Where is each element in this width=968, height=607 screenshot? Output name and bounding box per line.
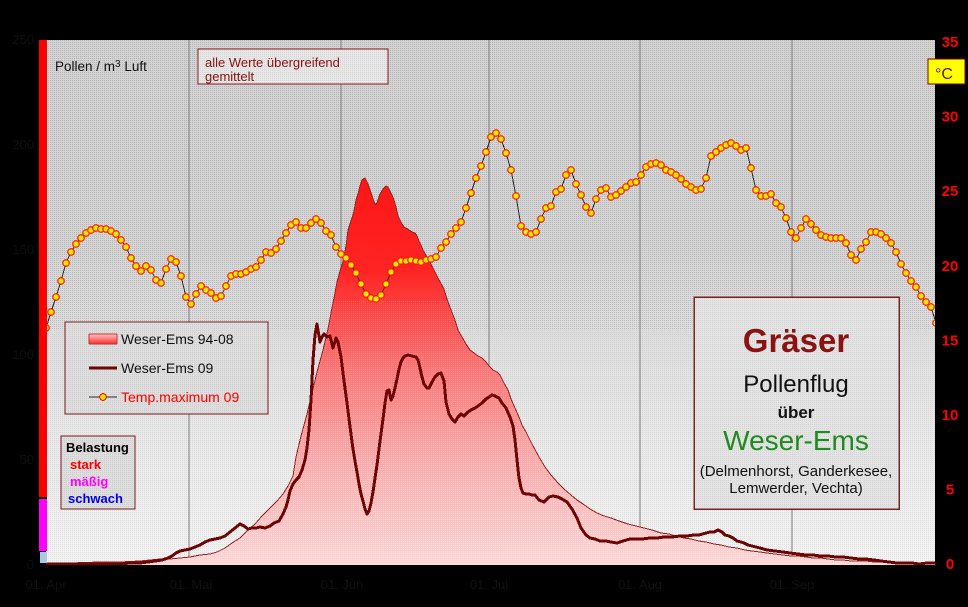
svg-text:schwach: schwach — [68, 491, 123, 506]
svg-text:0: 0 — [27, 557, 34, 572]
svg-text:35: 35 — [942, 34, 959, 51]
svg-text:100: 100 — [12, 347, 34, 362]
svg-text:Weser-Ems 94-08: Weser-Ems 94-08 — [121, 331, 234, 347]
svg-text:01. Mai: 01. Mai — [170, 577, 213, 592]
svg-text:(Delmenhorst, Ganderkesee,: (Delmenhorst, Ganderkesee, — [700, 463, 893, 480]
svg-text:15: 15 — [942, 332, 959, 349]
svg-text:Pollen / m3 Luft: Pollen / m3 Luft — [55, 59, 147, 74]
svg-text:5: 5 — [946, 482, 954, 499]
svg-text:25: 25 — [942, 183, 959, 200]
svg-text:10: 10 — [942, 407, 959, 424]
svg-text:stark: stark — [70, 457, 102, 472]
svg-text:01. Sep: 01. Sep — [770, 577, 815, 592]
svg-text:Temp.maximum 09: Temp.maximum 09 — [121, 389, 239, 405]
svg-text:01. Jun: 01. Jun — [321, 577, 364, 592]
svg-text:Weser-Ems 09: Weser-Ems 09 — [121, 360, 214, 376]
svg-text:30: 30 — [942, 109, 959, 126]
svg-text:Lemwerder, Vechta): Lemwerder, Vechta) — [729, 480, 862, 497]
svg-text:01. Aug: 01. Aug — [618, 577, 662, 592]
svg-text:°C: °C — [935, 66, 953, 83]
svg-text:Gräser: Gräser — [743, 322, 850, 359]
svg-text:250: 250 — [12, 32, 34, 47]
svg-text:0: 0 — [946, 556, 954, 573]
svg-text:Pollenflug: Pollenflug — [743, 371, 848, 398]
svg-text:50: 50 — [20, 452, 34, 467]
svg-text:gemittelt: gemittelt — [205, 69, 255, 84]
svg-text:über: über — [778, 403, 815, 422]
svg-text:Weser-Ems: Weser-Ems — [723, 425, 869, 456]
svg-text:150: 150 — [12, 242, 34, 257]
svg-text:20: 20 — [942, 258, 959, 275]
svg-text:01. Jul: 01. Jul — [470, 577, 508, 592]
svg-text:200: 200 — [12, 137, 34, 152]
svg-text:Belastung: Belastung — [66, 440, 129, 455]
svg-text:alle Werte übergreifend: alle Werte übergreifend — [205, 55, 340, 70]
svg-text:mäßig: mäßig — [70, 474, 108, 489]
svg-text:01. Apr: 01. Apr — [25, 577, 67, 592]
